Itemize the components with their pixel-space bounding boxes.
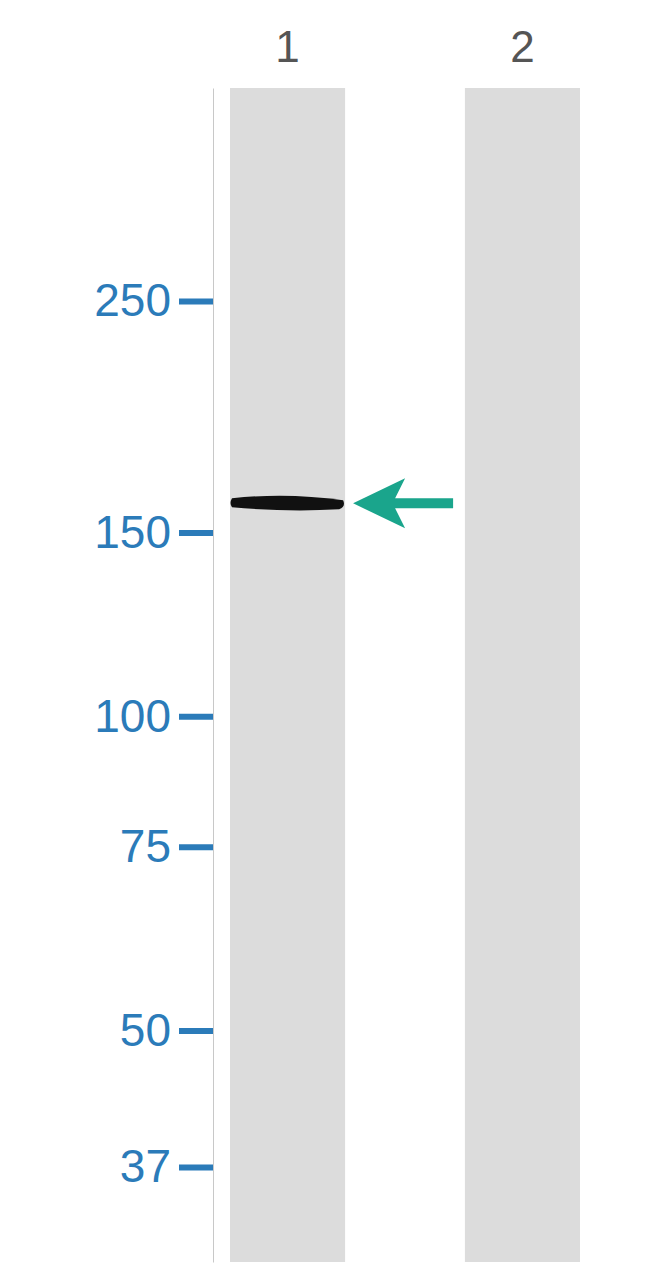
- tick-mark: [179, 844, 213, 850]
- band: [231, 496, 345, 511]
- tick-mark: [179, 1028, 213, 1034]
- lane: [230, 88, 345, 1262]
- y-axis: 37 50 75 100 150 250: [94, 89, 213, 1263]
- tick-label: 50: [120, 1004, 171, 1056]
- tick-label: 37: [120, 1140, 171, 1192]
- band-arrow: [353, 478, 453, 528]
- blot-figure: 1 2 37 50 75 100 150 250: [0, 0, 650, 1270]
- lane: [465, 88, 580, 1262]
- plot-area: [230, 88, 580, 1262]
- lane-label: 2: [510, 22, 534, 71]
- tick-label: 150: [94, 506, 171, 558]
- lane-label: 1: [275, 22, 299, 71]
- axis-line: [213, 89, 214, 1263]
- tick-mark: [179, 530, 213, 536]
- tick: 37: [120, 1140, 213, 1192]
- tick-mark: [179, 714, 213, 720]
- tick-mark: [179, 299, 213, 305]
- tick-label: 75: [120, 820, 171, 872]
- tick: 75: [120, 820, 213, 872]
- tick: 250: [94, 274, 213, 326]
- tick: 150: [94, 506, 213, 558]
- tick-label: 100: [94, 690, 171, 742]
- tick: 100: [94, 690, 213, 742]
- tick-label: 250: [94, 274, 171, 326]
- tick-mark: [179, 1164, 213, 1170]
- tick: 50: [120, 1004, 213, 1056]
